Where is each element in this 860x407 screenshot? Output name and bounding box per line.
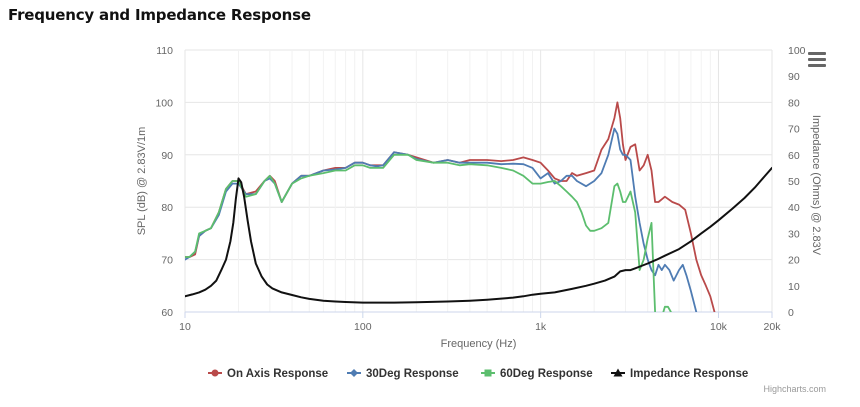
y-left-tick-label: 60 — [161, 307, 173, 319]
y-axis-right-title: Impedance (Ohms) @ 2.83V — [810, 115, 822, 256]
x-tick-label: 20k — [764, 321, 782, 333]
y-left-tick-label: 70 — [161, 255, 173, 267]
y-left-tick-label: 110 — [156, 45, 173, 57]
series-layer — [185, 101, 772, 333]
y-right-tick-label: 90 — [788, 71, 800, 83]
x-tick-label: 10 — [179, 321, 191, 333]
grid-lines — [184, 49, 773, 313]
legend-label: Impedance Response — [630, 368, 748, 380]
y-axis-left-title: SPL (dB) @ 2.83V/1m — [136, 127, 148, 236]
series-line-impedance-response[interactable] — [185, 166, 772, 304]
x-tick-label: 100 — [354, 321, 372, 333]
legend-item[interactable]: Impedance Response — [611, 368, 748, 380]
legend-item[interactable]: 30Deg Response — [347, 368, 459, 380]
legend-diamond-marker — [350, 369, 358, 377]
y-right-tick-label: 30 — [788, 228, 800, 240]
y-right-tick-label: 10 — [788, 281, 800, 293]
y-right-tick-label: 60 — [788, 150, 800, 162]
y-right-tick-label: 80 — [788, 97, 800, 109]
x-tick-label: 1k — [535, 321, 547, 333]
y-right-tick-label: 0 — [788, 307, 794, 319]
legend-circle-marker — [211, 369, 219, 377]
legend: On Axis Response 30Deg Response 60Deg Resp… — [208, 368, 748, 380]
y-left-tick-label: 80 — [161, 202, 173, 214]
legend-triangle-marker — [613, 368, 623, 377]
y-axis-left: 60 70 80 90 100 110 — [155, 45, 173, 319]
page-title: Frequency and Impedance Response — [8, 6, 311, 24]
legend-label: 30Deg Response — [366, 368, 459, 380]
y-left-tick-label: 90 — [161, 150, 173, 162]
menu-bar-icon — [808, 58, 826, 61]
legend-label: On Axis Response — [227, 368, 328, 380]
legend-square-marker — [484, 369, 492, 377]
series-line-60deg-response[interactable] — [185, 153, 679, 333]
x-tick-label: 10k — [710, 321, 728, 333]
x-axis-title: Frequency (Hz) — [441, 338, 517, 350]
legend-label: 60Deg Response — [500, 368, 593, 380]
y-right-tick-label: 70 — [788, 124, 800, 136]
y-right-tick-label: 40 — [788, 202, 800, 214]
chart-menu-button[interactable] — [806, 50, 828, 70]
legend-item[interactable]: On Axis Response — [208, 368, 328, 380]
y-right-tick-label: 20 — [788, 255, 800, 267]
menu-bar-icon — [808, 52, 826, 55]
credits-link[interactable]: Highcharts.com — [763, 384, 826, 394]
series-line-30deg-response[interactable] — [185, 127, 698, 312]
y-right-tick-label: 50 — [788, 176, 800, 188]
y-left-tick-label: 100 — [155, 97, 173, 109]
menu-bar-icon — [808, 64, 826, 67]
y-right-tick-label: 100 — [788, 45, 806, 57]
x-axis: 10 100 1k 10k 20k — [179, 311, 782, 333]
y-axis-right: 0 10 20 30 40 50 60 70 80 90 100 — [788, 45, 806, 319]
legend-item[interactable]: 60Deg Response — [481, 368, 593, 380]
